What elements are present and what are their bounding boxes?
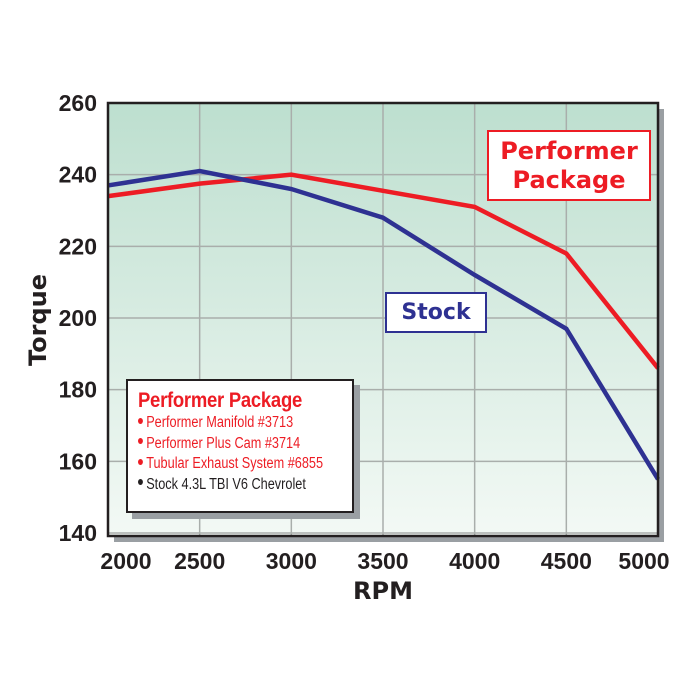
stock-callout: Stock: [385, 292, 487, 333]
x-tick-label: 3000: [266, 548, 317, 574]
bullet-icon: [138, 417, 143, 424]
legend-item-label: Tubular Exhaust System #6855: [146, 455, 324, 472]
callout-stock-label: Stock: [401, 300, 471, 325]
legend-item: Stock 4.3L TBI V6 Chevrolet: [138, 475, 313, 496]
x-tick-label: 2000: [100, 548, 151, 574]
legend-item: Tubular Exhaust System #6855: [138, 454, 323, 475]
x-axis-title: RPM: [353, 577, 413, 605]
y-axis-ticks: 140 160 180 200 220 240 260: [59, 90, 97, 546]
x-tick-label: 4000: [449, 548, 500, 574]
y-tick-label: 260: [59, 90, 97, 116]
legend-item-label: Stock 4.3L TBI V6 Chevrolet: [146, 475, 306, 493]
callout-performer-line1: Performer: [500, 137, 638, 165]
x-tick-label: 3500: [357, 548, 408, 574]
legend-item: Performer Manifold #3713: [138, 413, 313, 434]
y-tick-label: 160: [59, 448, 97, 474]
callout-performer-line2: Package: [512, 166, 626, 194]
series-line-performer-package: [107, 172, 660, 370]
y-tick-label: 200: [59, 305, 97, 331]
performer-package-callout: Performer Package: [487, 130, 651, 201]
legend: Performer Package Performer Manifold #37…: [126, 379, 354, 513]
x-tick-label: 5000: [618, 548, 669, 574]
legend-title: Performer Package: [138, 389, 302, 412]
y-tick-label: 240: [59, 162, 97, 188]
legend-item: Performer Plus Cam #3714: [138, 434, 313, 455]
bullet-icon: [138, 479, 143, 486]
series-lines: [107, 168, 660, 481]
x-tick-label: 4500: [541, 548, 592, 574]
x-axis-ticks: 2000 2500 3000 3500 4000 4500 5000: [100, 548, 669, 574]
bullet-icon: [138, 458, 143, 465]
y-axis-title: Torque: [24, 274, 52, 366]
legend-item-label: Performer Manifold #3713: [146, 414, 294, 431]
y-tick-label: 220: [59, 233, 97, 259]
bullet-icon: [138, 438, 143, 445]
y-tick-label: 180: [59, 377, 97, 403]
y-tick-label: 140: [59, 520, 97, 546]
x-tick-label: 2500: [174, 548, 225, 574]
plot-frame: [106, 101, 660, 538]
series-line-stock: [107, 168, 660, 481]
legend-item-label: Performer Plus Cam #3714: [146, 434, 301, 452]
